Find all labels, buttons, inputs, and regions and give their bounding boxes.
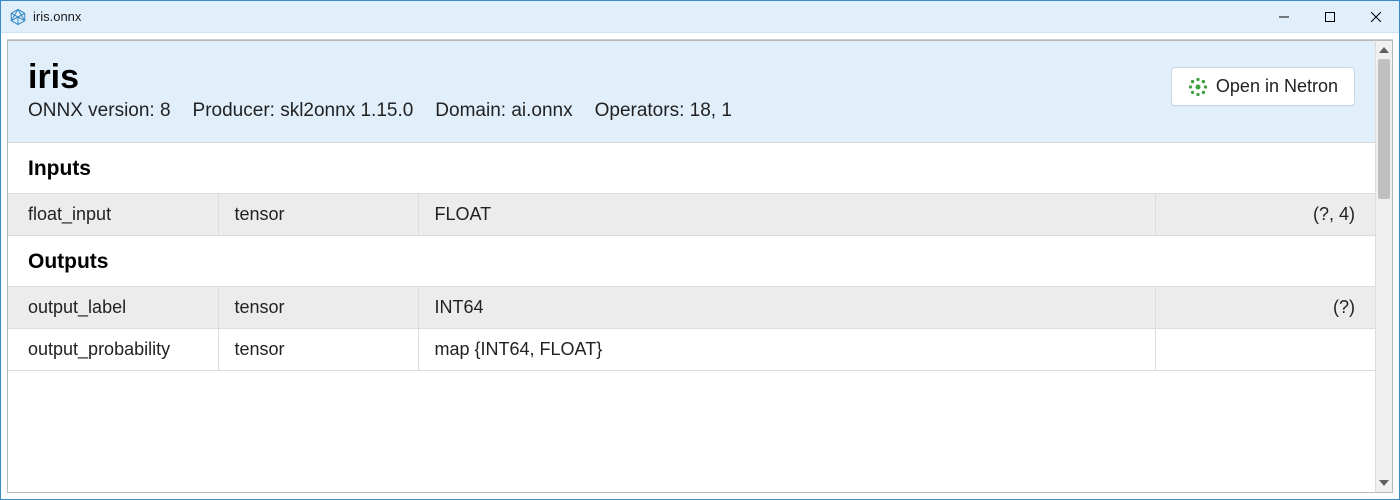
model-name: iris	[28, 59, 1171, 96]
table-row: output_labeltensorINT64(?)	[8, 287, 1375, 329]
window-controls	[1261, 1, 1399, 32]
table-row: output_probabilitytensormap {INT64, FLOA…	[8, 329, 1375, 371]
io-name: float_input	[8, 194, 218, 236]
metadata-item: Domain: ai.onnx	[435, 100, 572, 122]
maximize-button[interactable]	[1307, 1, 1353, 32]
window-title: iris.onnx	[33, 9, 1261, 24]
io-kind: tensor	[218, 194, 418, 236]
inputs-title: Inputs	[28, 157, 1355, 181]
open-in-netron-button[interactable]: Open in Netron	[1171, 67, 1355, 106]
metadata-item: Producer: skl2onnx 1.15.0	[193, 100, 414, 122]
scroll-viewport: iris ONNX version: 8 Producer: skl2onnx 1…	[7, 40, 1375, 493]
io-type: INT64	[418, 287, 1155, 329]
netron-icon	[1188, 77, 1208, 97]
model-header-text: iris ONNX version: 8 Producer: skl2onnx 1…	[28, 59, 1171, 122]
io-type: FLOAT	[418, 194, 1155, 236]
outputs-table: output_labeltensorINT64(?)output_probabi…	[8, 286, 1375, 371]
model-header: iris ONNX version: 8 Producer: skl2onnx 1…	[8, 41, 1375, 143]
inputs-section: Inputs float_inputtensorFLOAT(?, 4)	[8, 143, 1375, 236]
model-metadata: ONNX version: 8 Producer: skl2onnx 1.15.0…	[28, 100, 1171, 122]
outputs-title: Outputs	[28, 250, 1355, 274]
minimize-button[interactable]	[1261, 1, 1307, 32]
scroll-track[interactable]	[1376, 59, 1392, 474]
io-kind: tensor	[218, 329, 418, 371]
vertical-scrollbar[interactable]	[1375, 40, 1393, 493]
app-icon	[9, 8, 27, 26]
outputs-section: Outputs output_labeltensorINT64(?)output…	[8, 236, 1375, 371]
scroll-thumb[interactable]	[1378, 59, 1390, 199]
io-name: output_probability	[8, 329, 218, 371]
table-row: float_inputtensorFLOAT(?, 4)	[8, 194, 1375, 236]
io-shape	[1155, 329, 1375, 371]
io-shape: (?)	[1155, 287, 1375, 329]
close-button[interactable]	[1353, 1, 1399, 32]
inputs-table: float_inputtensorFLOAT(?, 4)	[8, 193, 1375, 236]
io-shape: (?, 4)	[1155, 194, 1375, 236]
scroll-down-icon[interactable]	[1376, 474, 1392, 492]
metadata-item: ONNX version: 8	[28, 100, 171, 122]
open-in-netron-label: Open in Netron	[1216, 76, 1338, 97]
io-type: map {INT64, FLOAT}	[418, 329, 1155, 371]
app-window: iris.onnx iris ONNX version: 8P	[0, 0, 1400, 500]
content-area: iris ONNX version: 8 Producer: skl2onnx 1…	[7, 39, 1393, 493]
io-kind: tensor	[218, 287, 418, 329]
scroll-up-icon[interactable]	[1376, 41, 1392, 59]
metadata-item: Operators: 18, 1	[595, 100, 732, 122]
titlebar: iris.onnx	[1, 1, 1399, 33]
io-name: output_label	[8, 287, 218, 329]
